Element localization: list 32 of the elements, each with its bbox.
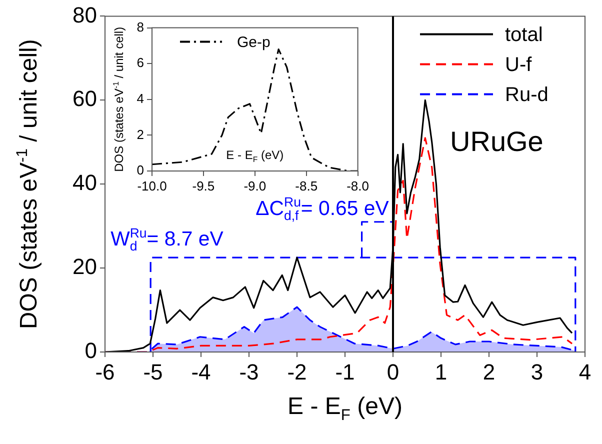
text: URuGe — [450, 126, 544, 158]
legend-label: total — [505, 24, 543, 46]
x-tick-label: -3 — [239, 359, 259, 384]
y-tick-label: 0 — [136, 162, 144, 178]
y-tick-label: 60 — [72, 86, 97, 112]
x-tick-label: -6 — [95, 359, 115, 384]
x-tick-label: -10.0 — [137, 178, 167, 194]
x-tick-label: 2 — [482, 359, 496, 384]
x-tick-label: -8.5 — [295, 178, 318, 194]
x-tick-label: -4 — [191, 359, 211, 384]
y-axis-title: DOS (states eV-1 / unit cell) — [14, 39, 42, 330]
y-tick-label: 40 — [72, 170, 97, 196]
y-tick-label: 20 — [72, 254, 97, 280]
y-tick-label: 2 — [136, 126, 144, 142]
legend-label: Ge-p — [237, 34, 270, 52]
x-tick-label: -8.0 — [346, 178, 370, 194]
x-tick-label: -9.5 — [192, 178, 215, 194]
x-tick-label: 4 — [578, 359, 592, 384]
y-tick-label: 8 — [136, 19, 144, 34]
x-tick-label: -9.0 — [244, 178, 266, 194]
x-tick-label: -2 — [287, 359, 307, 384]
y-tick-label: 80 — [72, 2, 97, 28]
legend-label: Ru-d — [505, 84, 548, 106]
x-tick-label: 0 — [386, 359, 400, 384]
x-tick-label: -5 — [143, 359, 163, 384]
x-tick-label: -1 — [335, 359, 355, 384]
x-tick-label: 3 — [530, 359, 544, 384]
y-tick-label: 4 — [136, 90, 144, 106]
legend-label: U-f — [505, 54, 532, 76]
y-tick-label: 6 — [136, 55, 144, 70]
y-tick-label: 0 — [84, 338, 97, 364]
x-tick-label: 1 — [434, 359, 448, 384]
